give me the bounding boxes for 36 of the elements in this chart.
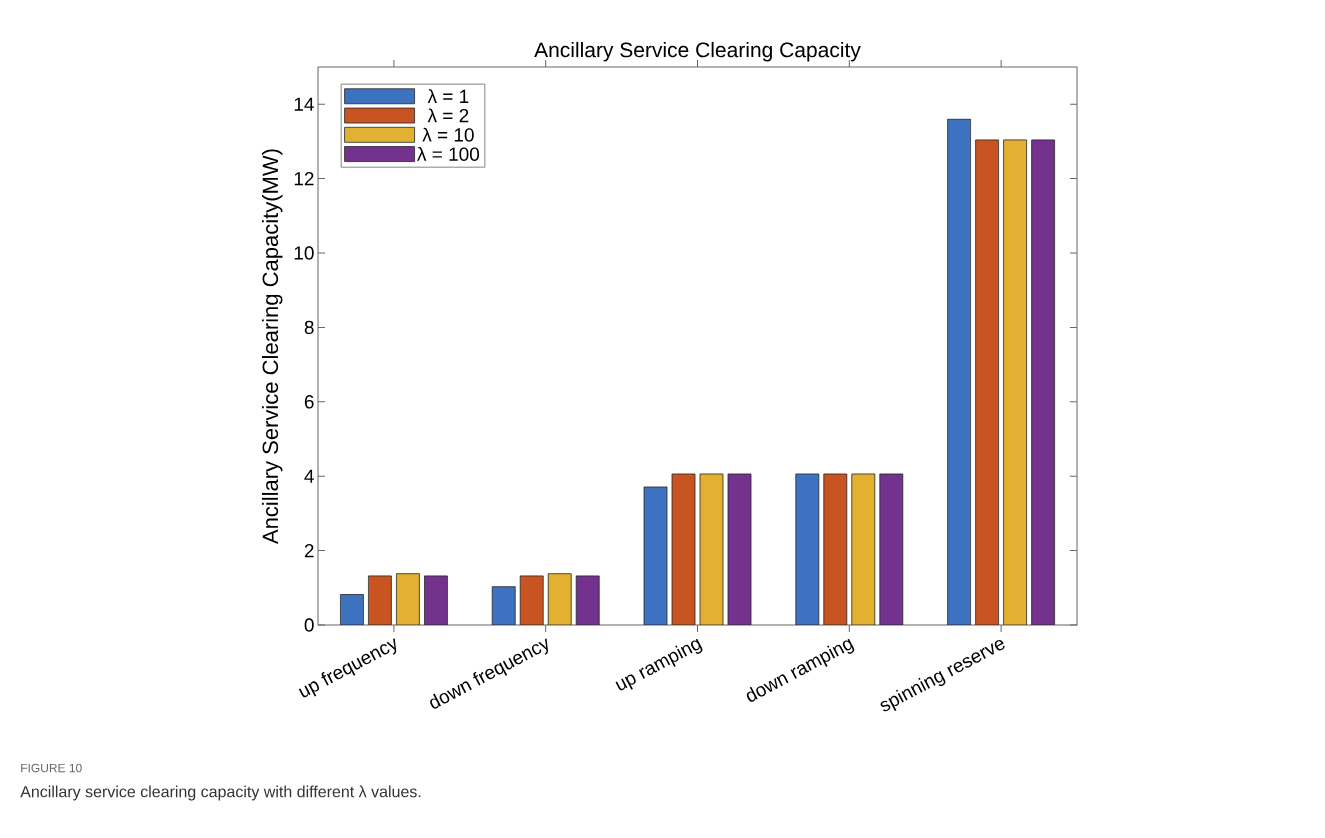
y-tick-label: 8 xyxy=(304,320,314,335)
bar xyxy=(396,573,420,625)
bar xyxy=(368,575,392,625)
bar xyxy=(671,473,696,625)
bar xyxy=(727,473,752,625)
chart-title: Ancillary Service Clearing Capacity xyxy=(534,41,861,62)
bar xyxy=(879,473,904,625)
y-axis-title: Ancillary Service Clearing Capacity(MW) xyxy=(261,149,283,544)
bar xyxy=(519,575,544,625)
legend-label: λ = 100 xyxy=(417,146,480,161)
y-tick-label: 6 xyxy=(304,395,314,409)
bar xyxy=(643,486,668,625)
bar xyxy=(491,586,516,625)
y-tick-label: 2 xyxy=(304,543,314,558)
bar xyxy=(424,575,448,625)
bar xyxy=(699,473,724,625)
y-tick-label: 14 xyxy=(294,97,314,111)
bar xyxy=(947,118,972,625)
bar xyxy=(823,473,848,625)
y-tick-label: 4 xyxy=(304,469,314,483)
bar xyxy=(795,473,820,625)
bar xyxy=(851,473,876,625)
caption: FIGURE 10 xyxy=(21,763,82,773)
y-tick-label: 12 xyxy=(294,171,314,186)
bar xyxy=(1031,139,1056,625)
legend-label: λ = 1 xyxy=(427,89,469,103)
legend-label: λ = 10 xyxy=(422,127,474,142)
bar xyxy=(1003,139,1028,625)
y-tick-label: 10 xyxy=(294,246,314,260)
bar xyxy=(340,594,364,625)
text: Ancillary service clearing capacity with different λ values. xyxy=(20,785,421,801)
bar xyxy=(575,575,600,625)
y-tick-label: 0 xyxy=(304,618,314,632)
legend-label: λ = 2 xyxy=(427,108,469,123)
bar xyxy=(975,139,1000,625)
bar xyxy=(547,573,572,625)
